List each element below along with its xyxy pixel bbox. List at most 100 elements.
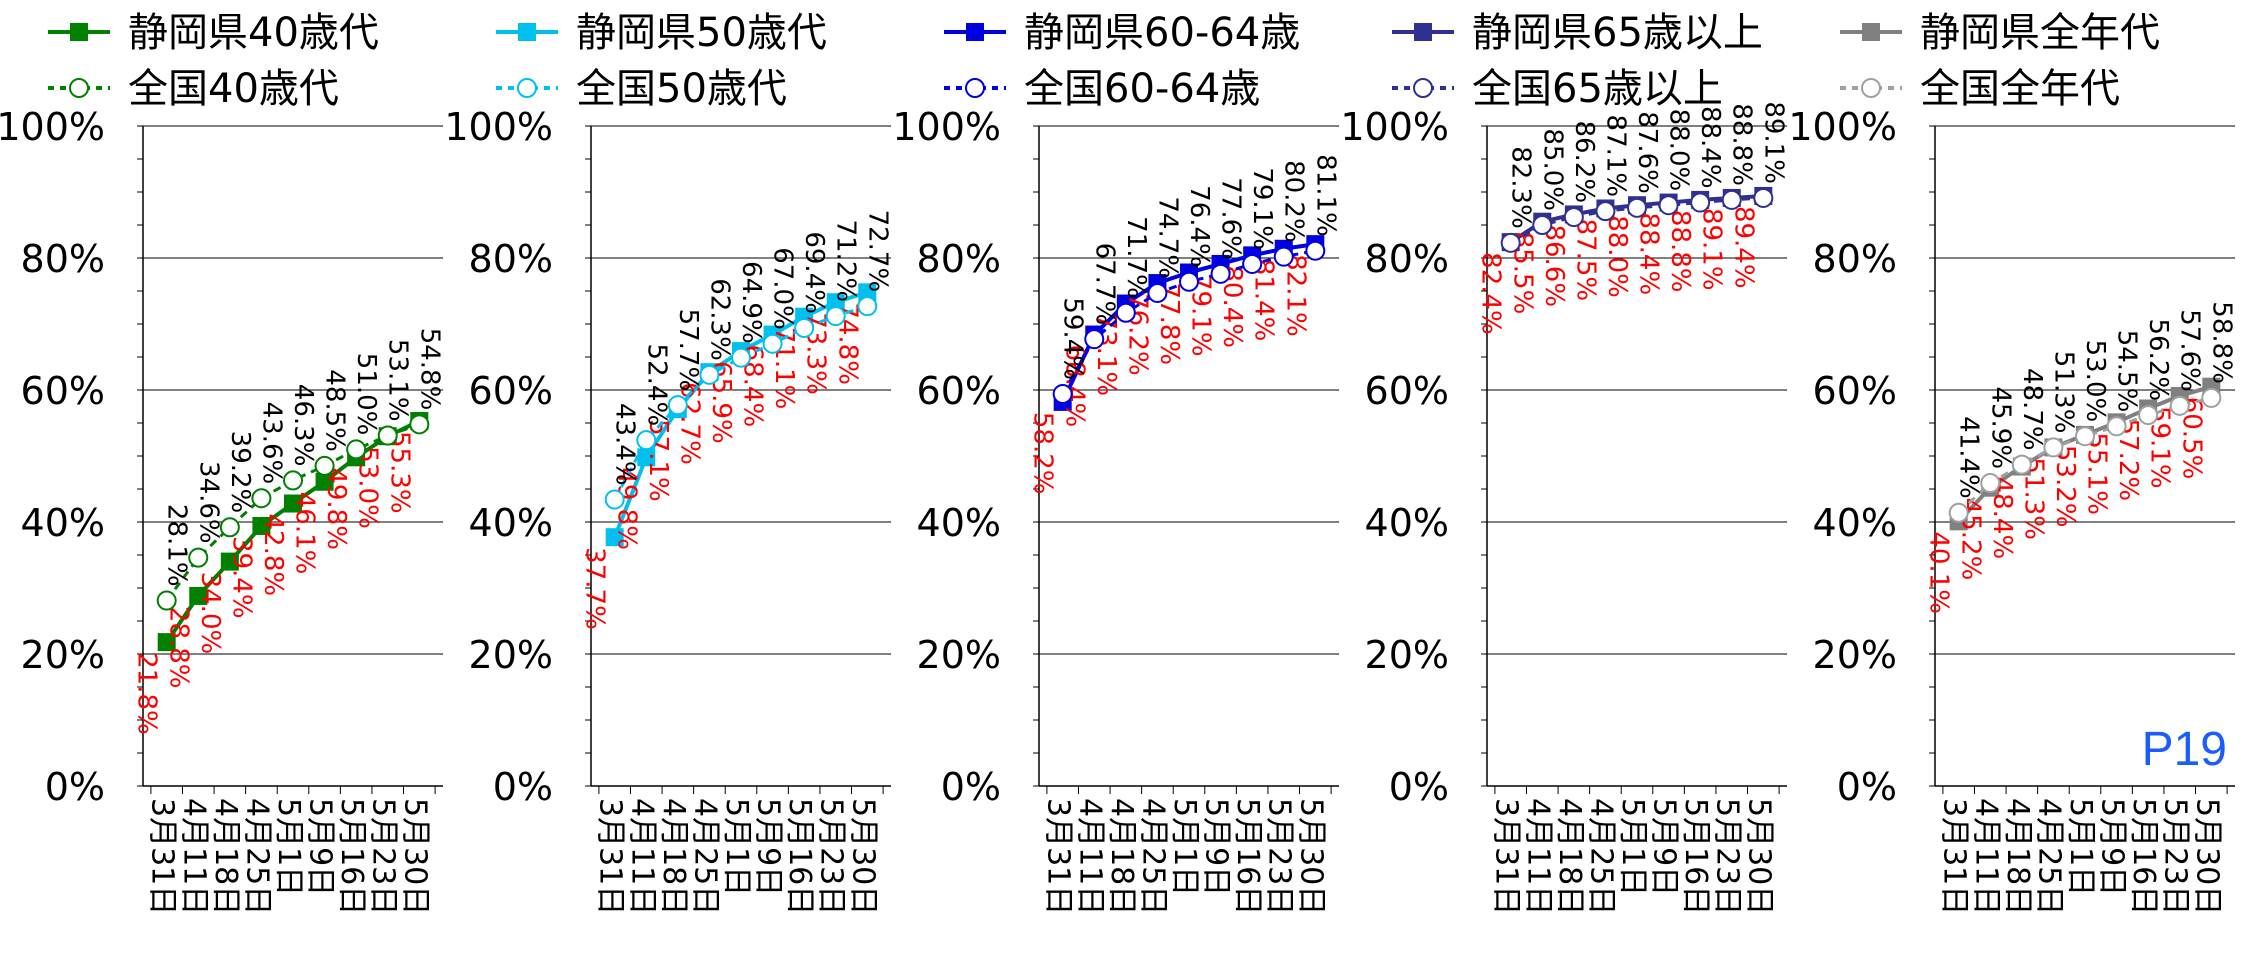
data-label: 77.6%	[1216, 177, 1246, 260]
y-tick-label: 100%	[0, 105, 105, 149]
data-label: 67.0%	[768, 247, 798, 330]
data-label: 45.9%	[1985, 386, 2015, 469]
legend-marker-circle	[517, 78, 537, 98]
x-tick-label: 3月31日	[1937, 798, 1972, 915]
x-tick-label: 5月16日	[334, 798, 369, 915]
data-point-circle	[2106, 416, 2127, 437]
x-tick-label: 5月9日	[303, 798, 338, 896]
chart-panel-3: 0%20%40%60%80%100%3月31日4月11日4月18日4月25日5月…	[892, 10, 1340, 915]
data-point-circle	[314, 455, 335, 476]
data-point-square	[605, 528, 624, 547]
y-tick-label: 20%	[917, 633, 1001, 677]
x-tick-label: 4月11日	[624, 798, 659, 915]
data-point-circle	[1115, 302, 1136, 323]
x-tick-label: 3月31日	[1041, 798, 1076, 915]
data-point-circle	[731, 347, 751, 368]
data-point-circle	[1563, 207, 1584, 228]
data-label: 49.8%	[321, 467, 351, 550]
chart-panel-2: 0%20%40%60%80%100%3月31日4月11日4月18日4月25日5月…	[444, 10, 892, 915]
data-label: 41.4%	[1954, 416, 1984, 499]
data-label: 72.7%	[862, 210, 892, 293]
data-label: 57.6%	[2175, 309, 2205, 392]
y-tick-label: 60%	[469, 369, 553, 413]
x-tick-label: 4月11日	[176, 798, 211, 915]
x-tick-label: 5月9日	[1199, 798, 1234, 896]
data-point-circle	[604, 489, 625, 510]
data-label: 53.0%	[353, 446, 383, 529]
x-tick-label: 5月30日	[845, 798, 880, 915]
y-tick-label: 20%	[469, 633, 553, 677]
data-point-circle	[1595, 201, 1616, 222]
x-tick-label: 5月30日	[1293, 798, 1328, 915]
data-label: 86.6%	[1539, 224, 1569, 307]
legend-item: 全国全年代	[1840, 66, 2120, 112]
data-label: 73.1%	[1091, 314, 1121, 397]
data-label: 62.3%	[704, 278, 734, 361]
legend-marker-square	[966, 23, 984, 41]
legend-marker-circle	[69, 78, 89, 98]
x-tick-label: 4月18日	[656, 798, 691, 915]
data-label: 85.0%	[1537, 128, 1567, 211]
y-tick-label: 0%	[493, 765, 553, 809]
data-point-circle	[794, 317, 815, 338]
legend-item: 静岡県65歳以上	[1392, 10, 1763, 56]
x-tick-label: 5月16日	[1678, 798, 1713, 915]
legend-label: 全国40歳代	[128, 66, 339, 112]
data-point-circle	[1179, 271, 1199, 292]
data-point-circle	[2075, 426, 2095, 447]
data-label: 40.1%	[1924, 531, 1954, 614]
data-point-circle	[1305, 240, 1326, 261]
data-label: 88.8%	[1665, 210, 1695, 293]
x-tick-label: 3月31日	[145, 798, 180, 915]
data-label: 53.2%	[2050, 445, 2080, 528]
data-label: 88.4%	[1695, 106, 1725, 189]
data-point-circle	[1627, 197, 1647, 218]
data-label: 71.2%	[831, 219, 861, 302]
y-tick-label: 60%	[1365, 369, 1449, 413]
data-point-circle	[1147, 282, 1168, 303]
x-tick-label: 5月9日	[2095, 798, 2130, 896]
data-point-circle	[2011, 454, 2032, 475]
data-label: 87.5%	[1570, 219, 1600, 302]
y-tick-label: 60%	[1813, 369, 1897, 413]
legend-label: 静岡県50歳代	[576, 10, 827, 56]
data-point-circle	[1052, 383, 1073, 404]
legend-label: 静岡県全年代	[1920, 10, 2160, 56]
data-point-circle	[2169, 395, 2190, 416]
data-point-square	[220, 552, 239, 571]
data-label: 87.1%	[1600, 115, 1630, 198]
data-label: 57.7%	[673, 309, 703, 392]
data-point-circle	[219, 517, 240, 538]
data-label: 53.1%	[383, 339, 413, 422]
data-label: 48.7%	[2017, 368, 2047, 451]
legend-item: 静岡県60-64歳	[944, 10, 1300, 56]
data-label: 51.0%	[351, 353, 381, 436]
data-label: 71.7%	[1121, 216, 1151, 299]
x-tick-label: 5月30日	[397, 798, 432, 915]
x-tick-label: 5月30日	[2189, 798, 2224, 915]
y-tick-label: 80%	[1365, 237, 1449, 281]
legend-item: 静岡県40歳代	[48, 10, 379, 56]
chart-panel-4: 0%20%40%60%80%100%3月31日4月11日4月18日4月25日5月…	[1340, 10, 1788, 915]
x-tick-label: 4月25日	[239, 798, 274, 915]
data-label: 89.1%	[1697, 208, 1727, 291]
y-tick-label: 40%	[1813, 501, 1897, 545]
data-label: 59.4%	[1058, 297, 1088, 380]
data-label: 89.1%	[1758, 101, 1788, 184]
legend-marker-square	[1862, 23, 1880, 41]
data-point-circle	[1532, 215, 1553, 235]
data-label: 46.3%	[288, 384, 318, 467]
data-point-circle	[346, 439, 367, 460]
x-tick-label: 5月23日	[814, 798, 849, 915]
y-tick-label: 40%	[1365, 501, 1449, 545]
x-tick-label: 5月9日	[751, 798, 786, 896]
x-tick-label: 5月1日	[2063, 798, 2098, 896]
data-label: 64.9%	[736, 261, 766, 344]
y-tick-label: 40%	[917, 501, 1001, 545]
legend-label: 静岡県60-64歳	[1024, 10, 1300, 56]
x-tick-label: 4月25日	[2031, 798, 2066, 915]
x-tick-label: 5月1日	[1615, 798, 1650, 896]
data-label: 88.8%	[1727, 103, 1757, 186]
y-tick-label: 20%	[1813, 633, 1897, 677]
data-label: 88.0%	[1602, 215, 1632, 298]
